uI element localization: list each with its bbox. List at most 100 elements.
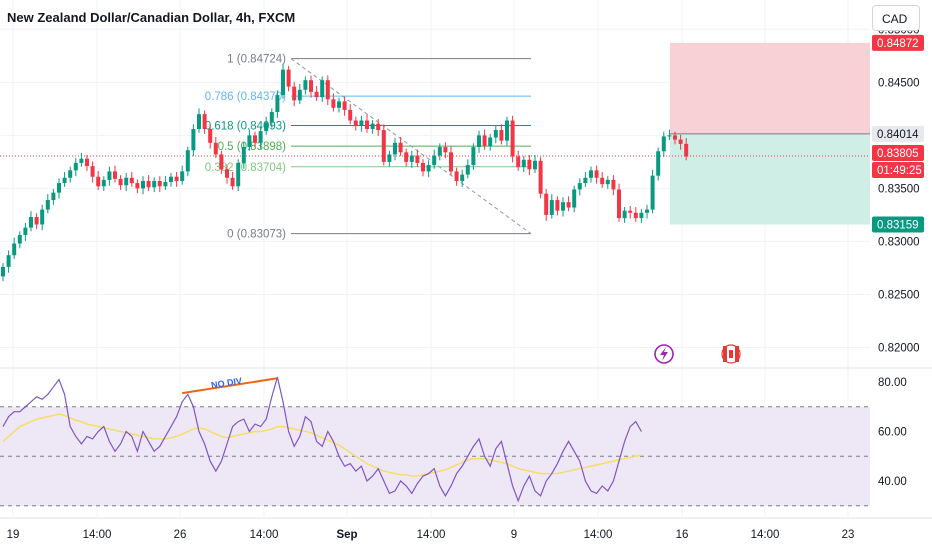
canada-flag-icon-band-left <box>723 346 727 362</box>
candle <box>432 149 437 169</box>
entry-price-label: 0.84014 <box>872 125 924 142</box>
candle <box>96 170 101 190</box>
countdown-price-label: 01:49:25 <box>872 162 924 179</box>
candle-body <box>309 80 313 92</box>
candle <box>297 83 302 105</box>
candle <box>309 75 313 98</box>
entry-price-label-text: 0.84014 <box>877 129 919 141</box>
rsi-pane: NO DIV <box>0 376 870 507</box>
countdown-price-label-text: 01:49:25 <box>877 165 922 177</box>
candle-body <box>376 123 381 131</box>
candle <box>409 150 414 168</box>
candle-body <box>510 120 515 157</box>
candle-body <box>34 217 39 225</box>
candle <box>62 171 67 187</box>
candle-body <box>398 142 403 153</box>
candle <box>454 167 459 186</box>
candle <box>157 176 162 193</box>
fib-level-label: 1 (0.84724) <box>227 54 286 66</box>
rsi-line <box>2 376 642 503</box>
candle <box>650 169 655 214</box>
candle <box>661 131 666 158</box>
candle <box>152 177 157 193</box>
candle-body <box>297 89 302 101</box>
candle <box>286 65 291 92</box>
candle-body <box>477 135 481 148</box>
candle <box>577 178 582 196</box>
candle <box>51 188 56 205</box>
candle-body <box>314 91 319 98</box>
candle-body <box>516 156 521 168</box>
candle <box>1 263 5 282</box>
candle <box>169 173 173 187</box>
event-icons <box>654 344 741 364</box>
canada-flag-icon[interactable] <box>721 344 741 364</box>
stop-loss-zone[interactable] <box>670 42 870 134</box>
candle <box>281 63 285 99</box>
candle <box>107 166 112 186</box>
last-price-price-label: 0.83805 <box>872 145 924 162</box>
candle <box>482 129 487 150</box>
price-tick-label: 0.84500 <box>878 77 920 89</box>
currency-button[interactable]: CAD <box>872 5 920 31</box>
candle-body <box>118 178 123 186</box>
candle-body <box>269 112 274 123</box>
candle <box>639 209 644 223</box>
time-tick-label: 26 <box>174 529 187 541</box>
candle <box>163 176 168 190</box>
candle <box>118 175 123 190</box>
rsi-tick-label: 60.00 <box>878 427 907 439</box>
time-tick-label: 23 <box>842 529 855 541</box>
candle-body <box>365 120 369 129</box>
candle <box>544 188 549 221</box>
candle <box>348 104 353 125</box>
candle <box>437 143 442 161</box>
candle <box>269 108 274 128</box>
stop-loss-price-label-bg <box>872 34 924 51</box>
take-profit-zone[interactable] <box>670 133 870 225</box>
fibonacci-retracement[interactable]: 1 (0.84724) 0.786 (0.84370) 0.618 (0.84093… <box>205 54 532 241</box>
candle <box>443 142 448 159</box>
candle <box>320 76 325 102</box>
candle <box>45 194 50 214</box>
last-price-price-label-text: 0.83805 <box>877 148 919 160</box>
candle <box>656 147 661 181</box>
candle <box>617 183 621 222</box>
candle-body <box>129 177 134 184</box>
canada-flag-icon-leaf <box>729 350 733 358</box>
time-axis: 19 14:00 26 14:00 Sep 14:00 9 14:00 16 14:00 23 <box>0 517 932 541</box>
candle <box>421 159 425 177</box>
candle <box>180 165 185 185</box>
fib-level-label: 0.786 (0.84370) <box>205 91 286 103</box>
candle-body <box>45 200 50 210</box>
candle-body <box>29 217 33 228</box>
time-tick-label: 19 <box>7 529 20 541</box>
candle <box>12 237 17 259</box>
candle <box>594 165 599 184</box>
candle <box>85 154 89 171</box>
candle-body <box>432 155 437 166</box>
candle <box>57 178 61 199</box>
candle-body <box>23 227 28 236</box>
candle <box>628 205 633 219</box>
candle <box>370 119 375 134</box>
candle-body <box>566 202 571 208</box>
candle <box>415 149 420 167</box>
candle <box>499 124 504 145</box>
lightning-event-icon-bolt <box>660 347 668 361</box>
lightning-event-icon[interactable] <box>654 344 674 364</box>
candle-body <box>258 131 263 143</box>
price-tick-label: 0.83000 <box>878 236 920 248</box>
candle-body <box>415 155 420 163</box>
candle-body <box>533 160 537 170</box>
candle <box>79 152 84 167</box>
take-profit-price-label-text: 0.83159 <box>877 220 919 232</box>
candle-body <box>544 193 549 215</box>
candle-body <box>605 179 610 185</box>
time-tick-label: 14:00 <box>250 529 279 541</box>
candle-body <box>1 266 5 277</box>
no-div-trendline[interactable] <box>182 377 278 395</box>
candle-body <box>124 177 129 186</box>
candle <box>241 142 246 169</box>
